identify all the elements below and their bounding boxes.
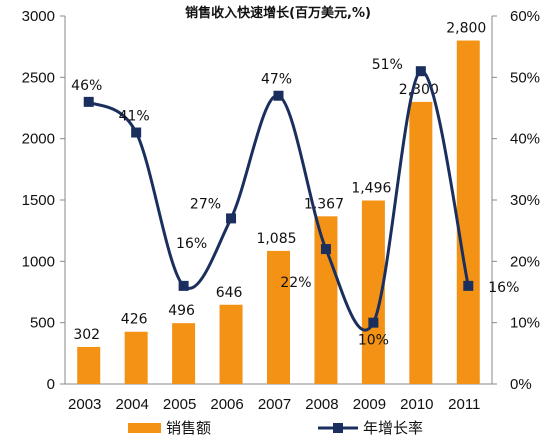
bar-value-label: 302 [73, 327, 100, 343]
bar [219, 304, 243, 384]
growth-point [368, 317, 379, 328]
legend-swatch-bar [128, 423, 161, 433]
y-left-tick-label: 500 [30, 315, 55, 332]
bar [77, 346, 101, 384]
y-right-tick-label: 60% [510, 8, 540, 25]
y-right-tick-label: 20% [510, 253, 540, 270]
bar-value-label: 1,085 [256, 231, 296, 247]
bar [267, 250, 290, 384]
y-left-tick-label: 1500 [22, 192, 55, 209]
legend-swatch-marker [333, 423, 343, 433]
x-tick-label: 2004 [115, 396, 148, 413]
legend-label-bar: 销售额 [166, 419, 211, 437]
bar-value-label: 1,496 [351, 180, 391, 196]
line-value-labels: 46% 41% 16% 27% 47% 22% 10% 51% 16% [71, 57, 519, 348]
growth-point [415, 66, 426, 77]
chart-title: 销售收入快速增长(百万美元,%) [185, 5, 371, 21]
growth-point [463, 280, 474, 291]
y-left-tick-label: 2000 [22, 131, 55, 148]
y-right-tick-label: 50% [510, 69, 540, 86]
x-tick-label: 2008 [305, 396, 338, 413]
x-tick-label: 2011 [448, 396, 480, 413]
y-right-tick-label: 10% [510, 315, 540, 332]
x-tick-label: 2007 [258, 396, 291, 413]
bar-value-label: 426 [121, 312, 148, 328]
line-series [83, 66, 474, 332]
growth-point [131, 127, 142, 138]
y-left-tick-label: 0 [47, 376, 55, 393]
bar-value-label: 2,800 [446, 21, 486, 37]
legend-label-line: 年增长率 [363, 419, 423, 437]
x-tick-label: 2005 [163, 396, 196, 413]
growth-point [83, 96, 94, 107]
x-tick-label: 2003 [68, 396, 101, 413]
growth-point [178, 280, 189, 291]
y-left-tick-label: 2500 [22, 69, 55, 86]
growth-value-label: 41% [119, 109, 150, 125]
legend: 销售额 年增长率 [128, 419, 423, 437]
bar-series [77, 40, 480, 385]
growth-value-label: 16% [488, 280, 519, 296]
bar [409, 101, 433, 384]
growth-value-label: 27% [190, 196, 221, 212]
growth-value-label: 16% [176, 236, 207, 252]
bar [456, 40, 480, 385]
bar-value-label: 646 [216, 285, 243, 301]
y-left-tick-label: 1000 [22, 253, 55, 270]
x-tick-labels: 2003 2004 2005 2006 2007 2008 2009 2010 2011 [68, 396, 480, 413]
bar [124, 331, 148, 384]
x-tick-label: 2009 [353, 396, 386, 413]
growth-value-label: 47% [261, 72, 292, 88]
growth-value-label: 51% [372, 57, 403, 73]
bar-value-label: 2,300 [399, 82, 439, 98]
bar-value-label: 496 [168, 303, 195, 319]
growth-point [226, 213, 237, 224]
growth-value-label: 46% [71, 78, 102, 94]
growth-value-label: 10% [358, 333, 389, 349]
growth-value-label: 22% [280, 275, 311, 291]
bar [361, 200, 385, 384]
x-tick-label: 2006 [210, 396, 243, 413]
y-right-tick-label: 0% [510, 376, 532, 393]
bar [314, 216, 338, 384]
y-right-tick-label: 40% [510, 131, 540, 148]
growth-point [320, 244, 331, 255]
y-left-ticks: 0 500 1000 1500 2000 2500 3000 [22, 8, 65, 393]
growth-point [273, 90, 284, 101]
y-left-tick-label: 3000 [22, 8, 55, 25]
y-right-tick-label: 30% [510, 192, 540, 209]
x-tick-label: 2010 [400, 396, 433, 413]
y-right-ticks: 0% 10% 20% 30% 40% 50% 60% [492, 8, 540, 393]
bar [172, 323, 196, 384]
